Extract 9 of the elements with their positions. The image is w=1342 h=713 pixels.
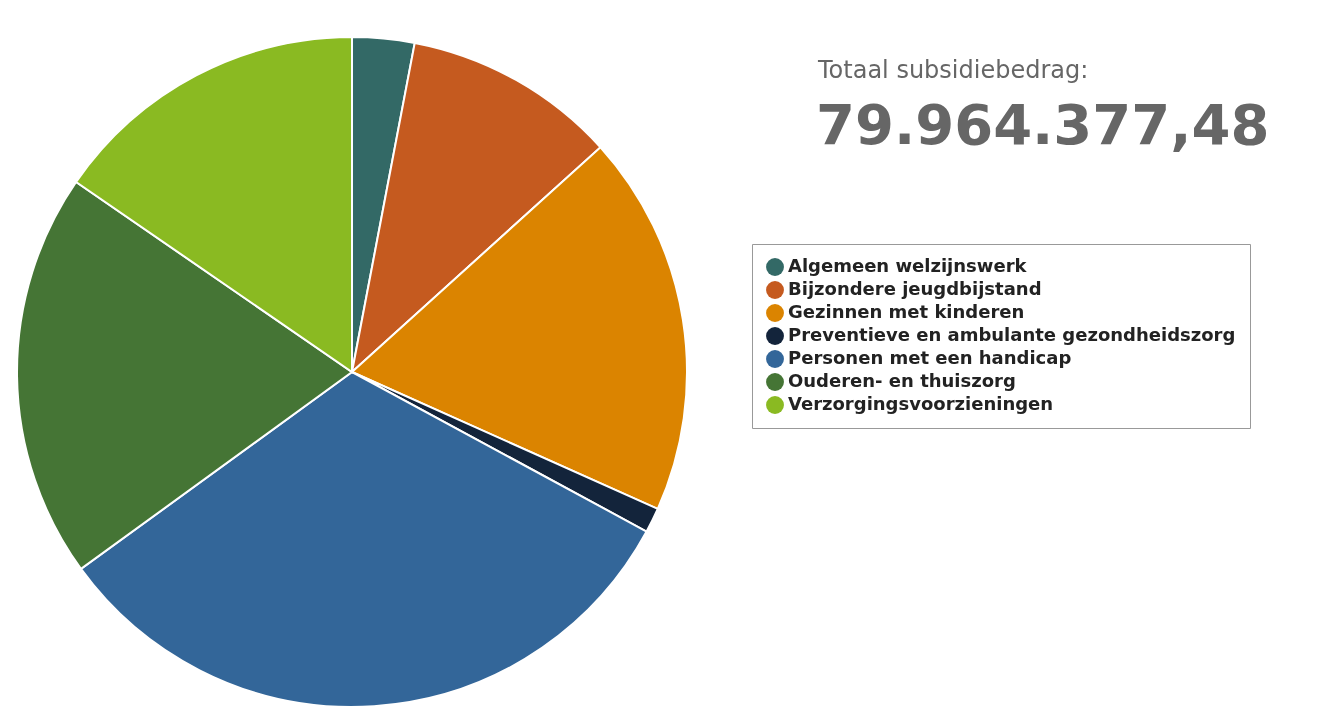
legend-label: Ouderen- en thuiszorg: [788, 370, 1016, 391]
text: Totaal subsidiebedrag:: [818, 56, 1089, 84]
legend-label: Preventieve en ambulante gezondheidszorg: [788, 324, 1236, 345]
text: 79.964.377,48: [816, 92, 1270, 157]
legend-label: Personen met een handicap: [788, 347, 1072, 368]
legend-label: Algemeen welzijnswerk: [788, 255, 1028, 276]
legend-label: Verzorgingsvoorzieningen: [788, 393, 1054, 414]
legend-label: Gezinnen met kinderen: [788, 301, 1025, 322]
legend-label: Bijzondere jeugdbijstand: [788, 278, 1042, 299]
